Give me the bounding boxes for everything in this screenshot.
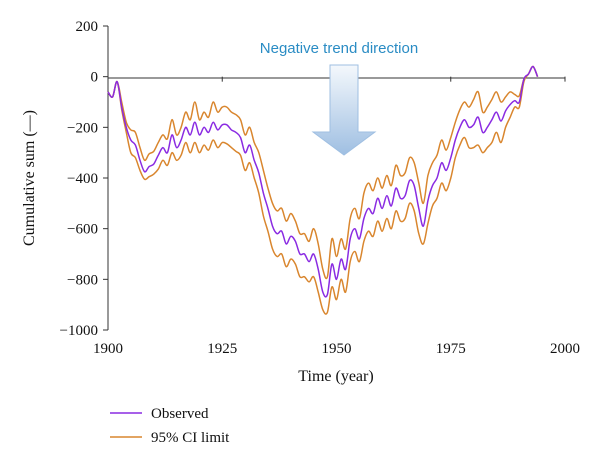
- x-tick-label: 1975: [436, 341, 466, 357]
- legend-label-ci: 95% CI limit: [151, 430, 230, 446]
- y-ticks: 200 0 −200 −400 −600 −800 −1000: [60, 19, 108, 339]
- x-tick-label: 1950: [322, 341, 352, 357]
- x-axis-title: Time (year): [298, 368, 373, 385]
- legend: Observed 95% CI limit: [110, 406, 230, 446]
- down-arrow-icon: [311, 64, 377, 156]
- y-tick-label: 0: [91, 70, 99, 86]
- annotation-text: Negative trend direction: [260, 40, 418, 57]
- legend-label-observed: Observed: [151, 406, 209, 422]
- series-line-lower: [107, 65, 539, 315]
- y-tick-label: −600: [67, 222, 98, 238]
- series-group: [107, 65, 539, 315]
- y-tick-label: −800: [67, 272, 98, 288]
- y-tick-label: −200: [67, 120, 98, 136]
- y-tick-label: −1000: [60, 323, 98, 339]
- x-tick-label: 2000: [550, 341, 580, 357]
- x-tick-label: 1925: [207, 341, 237, 357]
- y-tick-label: −400: [67, 171, 98, 187]
- y-axis-title: Cumulative sum (—): [21, 110, 38, 246]
- x-tick-label: 1900: [93, 341, 123, 357]
- y-tick-label: 200: [76, 19, 99, 35]
- trend-annotation: Negative trend direction: [260, 40, 418, 156]
- x-ticks: 1900 1925 1950 1975 2000: [93, 76, 580, 357]
- series-line-upper: [107, 65, 539, 280]
- series-line-observed: [107, 65, 539, 298]
